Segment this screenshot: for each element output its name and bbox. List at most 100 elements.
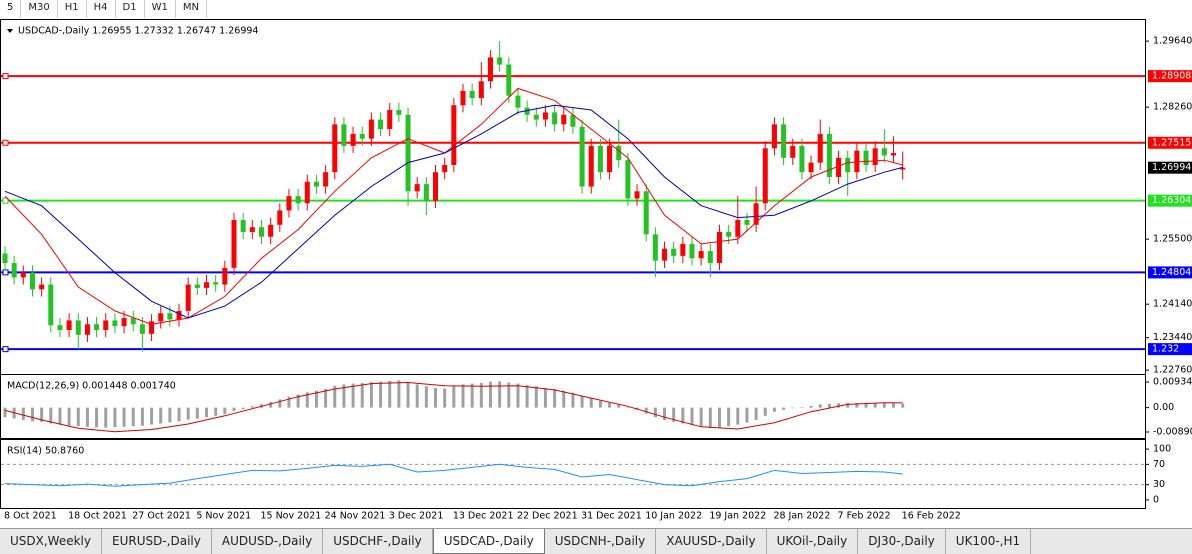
histogram-bar [580,396,584,408]
candle-body [378,119,384,130]
histogram-bar [717,407,721,428]
candle-body [350,133,356,146]
histogram-bar [846,402,850,408]
timeframe-button[interactable]: H4 [87,0,116,18]
histogram-bar [498,381,502,408]
histogram-bar [452,386,456,408]
candle-body [698,251,704,259]
panel-frame [0,439,1146,509]
x-tick-label: 10 Jan 2022 [645,511,702,522]
candle-body [295,196,301,204]
chart-tab[interactable]: XAUUSD-,Daily [656,529,767,554]
candle-body [753,203,759,225]
timeframe-button[interactable]: M30 [21,0,58,18]
histogram-bar [195,407,199,419]
candle-body [396,110,402,115]
level-handle [2,73,9,80]
histogram-bar [223,407,227,415]
candle-body [616,145,622,161]
timeframe-button[interactable]: 5 [0,0,22,18]
candle-body [497,57,503,65]
histogram-bar [507,382,511,408]
candle-body [185,284,191,311]
y-tick-label: -0.008902 [1153,426,1192,437]
histogram-bar [543,387,547,408]
histogram-bar [168,407,172,423]
candle-body [588,145,594,187]
candle-body [204,282,210,288]
x-tick-label: 8 Oct 2021 [4,511,57,522]
timeframe-button[interactable]: D1 [116,0,145,18]
candle-body [66,320,72,330]
histogram-bar [40,407,44,422]
candle-body [790,145,796,158]
level-handle [2,269,9,276]
candle-body [891,153,897,156]
candle-body [881,148,887,156]
candle-body [268,224,274,237]
chart-tab[interactable]: USDCHF-,Daily [323,529,433,554]
candle-body [387,110,393,130]
histogram-bar [479,383,483,408]
histogram-bar [690,407,694,426]
level-label-bg [1148,266,1192,279]
histogram-bar [553,389,557,408]
y-tick-label: 0.009345 [1153,377,1192,388]
candle-body [213,282,219,285]
timeframe-button[interactable]: W1 [145,0,176,18]
candle-body [75,320,81,335]
histogram-bar [379,381,383,408]
panel-title: USDCAD-,Daily 1.26955 1.27332 1.26747 1.… [18,26,258,37]
timeframe-button[interactable]: H1 [58,0,87,18]
histogram-bar [626,407,630,408]
candle-body [561,114,567,125]
y-tick-label: 70 [1153,459,1165,470]
histogram-bar [424,386,428,408]
candle-body [533,114,539,120]
candle-body [735,220,741,237]
candle-body [625,160,631,199]
chart-tab[interactable]: EURUSD-,Daily [102,529,212,554]
chart-tab[interactable]: USDCAD-,Daily [432,529,545,554]
chart-tab[interactable]: USDX,Weekly [0,529,102,554]
indicator-line [4,463,903,487]
histogram-bar [140,407,144,426]
chart-tab[interactable]: USDCNH-,Daily [545,529,657,554]
chart-tab[interactable]: UKOil-,Daily [767,529,859,554]
candle-body [277,210,283,225]
histogram-bar [727,407,731,427]
candle-body [872,148,878,165]
chart-tab[interactable]: AUDUSD-,Daily [212,529,324,554]
candle-body [524,107,530,115]
candle-body [817,133,823,163]
y-tick-label: 1.24140 [1153,299,1192,310]
candle-body [652,234,658,261]
histogram-bar [388,380,392,408]
candle-body [570,114,576,127]
histogram-bar [617,404,621,408]
histogram-bar [782,407,786,410]
histogram-bar [534,386,538,408]
candle-body [707,251,713,264]
histogram-bar [30,407,34,422]
histogram-bar [324,389,328,408]
chart-tabs: USDX,Weekly EURUSD-,Daily AUDUSD-,Daily USD… [0,528,1192,554]
chart-tab[interactable]: UK100-,H1 [946,529,1032,554]
histogram-bar [470,383,474,408]
x-tick-label: 28 Jan 2022 [773,511,830,522]
histogram-bar [177,407,181,422]
candle-body [258,227,264,237]
candle-body [836,157,842,177]
candle-body [149,321,155,334]
candle-body [762,148,768,204]
histogram-bar [434,387,438,408]
histogram-bar [791,407,795,409]
histogram-bar [488,381,492,408]
histogram-bar [672,407,676,422]
timeframe-button[interactable]: MN [176,0,207,18]
x-tick-label: 3 Dec 2021 [389,511,444,522]
histogram-bar [113,407,117,428]
histogram-bar [49,407,53,424]
chart-tab[interactable]: DJ30-,Daily [858,529,946,554]
histogram-bar [104,407,108,428]
